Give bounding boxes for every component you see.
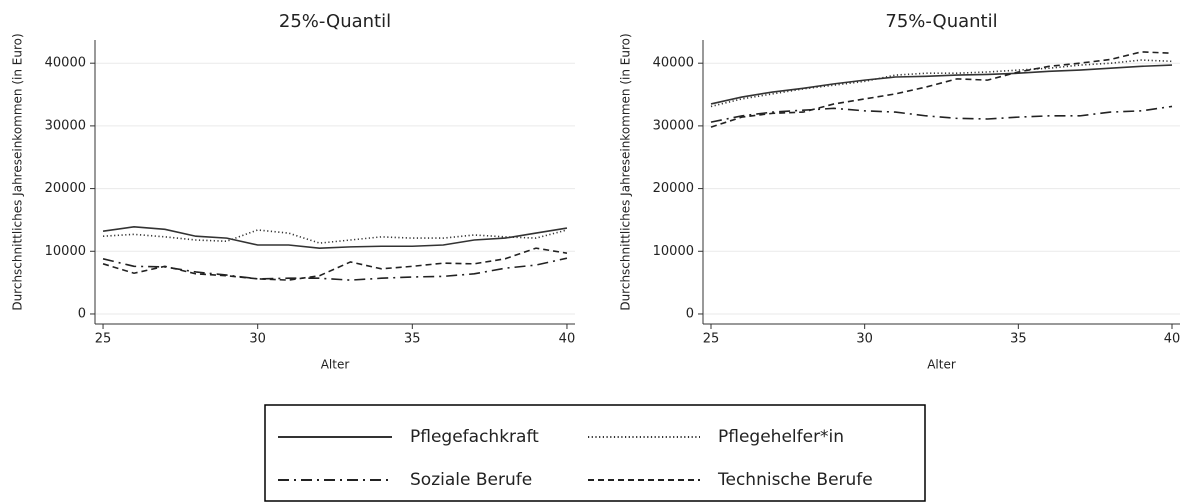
y-axis-label: Durchschnittliches Jahreseinkommen (in E… — [11, 33, 25, 310]
y-tick-label: 10000 — [653, 244, 694, 259]
y-tick-label: 0 — [78, 306, 86, 321]
series-line — [710, 59, 1173, 108]
legend-label: Pflegehelfer*in — [718, 427, 844, 447]
series-line — [710, 105, 1173, 123]
legend-label: Pflegefachkraft — [410, 427, 539, 447]
y-tick-label: 10000 — [45, 244, 86, 259]
series-line — [102, 226, 568, 249]
chart-title: 75%-Quantil — [885, 11, 997, 32]
x-axis-label: Alter — [927, 358, 956, 372]
y-tick-label: 30000 — [653, 118, 694, 133]
x-tick-label: 30 — [856, 332, 873, 347]
x-tick-label: 40 — [1164, 332, 1181, 347]
y-axis-label: Durchschnittliches Jahreseinkommen (in E… — [619, 33, 633, 310]
y-tick-label: 20000 — [45, 181, 86, 196]
series-line — [710, 51, 1173, 128]
y-tick-label: 40000 — [653, 56, 694, 71]
series-line — [102, 247, 568, 281]
x-axis-label: Alter — [321, 358, 350, 372]
legend-label: Soziale Berufe — [410, 470, 532, 490]
x-tick-label: 35 — [404, 332, 421, 347]
legend-box — [264, 404, 926, 502]
y-tick-label: 20000 — [653, 181, 694, 196]
x-tick-label: 30 — [249, 332, 266, 347]
y-tick-label: 40000 — [45, 56, 86, 71]
y-tick-label: 0 — [686, 306, 694, 321]
series-line — [710, 64, 1173, 105]
chart-title: 25%-Quantil — [279, 11, 391, 32]
x-tick-label: 25 — [95, 332, 112, 347]
series-line — [102, 257, 568, 281]
x-tick-label: 25 — [703, 332, 720, 347]
x-tick-label: 35 — [1010, 332, 1027, 347]
x-tick-label: 40 — [559, 332, 576, 347]
legend-label: Technische Berufe — [717, 470, 873, 490]
series-line — [102, 229, 568, 244]
y-tick-label: 30000 — [45, 118, 86, 133]
